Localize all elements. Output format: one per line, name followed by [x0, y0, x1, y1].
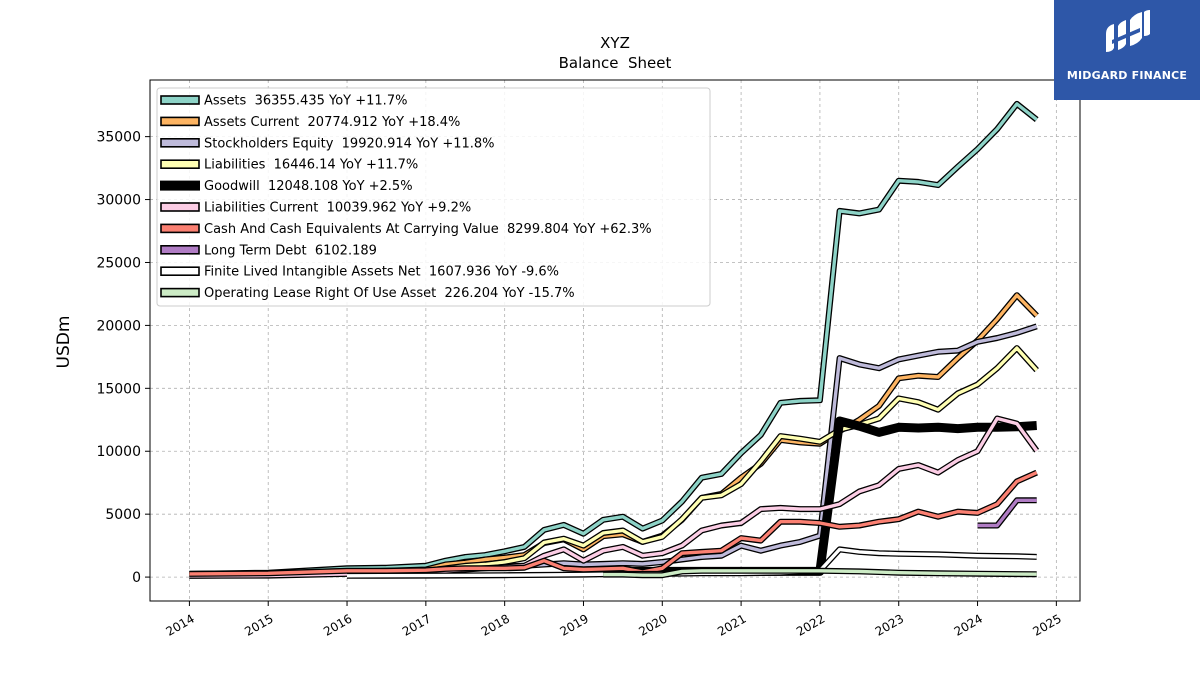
legend-entry-label: Long Term Debt 6102.189	[204, 243, 377, 258]
legend-entry-label: Assets Current 20774.912 YoY +18.4%	[204, 115, 460, 130]
legend-swatch	[160, 223, 200, 234]
y-tick-label: 15000	[96, 381, 141, 397]
x-tick-label: 2022	[794, 611, 827, 638]
x-tick-label: 2017	[400, 611, 433, 638]
chart-subtitle: Balance Sheet	[559, 54, 672, 72]
legend-swatch	[160, 159, 200, 169]
legend-swatch	[160, 287, 200, 298]
x-tick-label: 2021	[715, 611, 748, 638]
series-line	[189, 346, 1038, 578]
legend-swatch	[160, 202, 200, 212]
legend-swatch	[160, 245, 200, 255]
legend-entry-label: Operating Lease Right Of Use Asset 226.2…	[204, 286, 575, 301]
x-tick-label: 2015	[242, 611, 275, 638]
y-tick-label: 20000	[96, 318, 141, 334]
y-tick-label: 5000	[105, 507, 141, 523]
series-line-outline	[189, 469, 1038, 577]
legend-swatch	[160, 138, 200, 148]
logo-text: MIDGARD FINANCE	[1066, 69, 1188, 82]
legend-entry-label: Liabilities 16446.14 YoY +11.7%	[204, 158, 418, 173]
y-tick-label: 0	[132, 570, 141, 586]
legend-entry-label: Goodwill 12048.108 YoY +2.5%	[204, 179, 413, 194]
series-line	[189, 471, 1038, 576]
legend-box	[156, 87, 711, 307]
midgard-finance-logo: MIDGARD FINANCE	[1054, 0, 1200, 100]
x-tick-label: 2019	[558, 611, 591, 638]
y-tick-label: 25000	[96, 255, 141, 271]
x-tick-label: 2014	[163, 611, 196, 638]
x-tick-label: 2023	[873, 611, 906, 638]
legend-entry-label: Finite Lived Intangible Assets Net 1607.…	[204, 265, 559, 280]
legend-entry-label: Cash And Cash Equivalents At Carrying Va…	[204, 222, 652, 237]
series-group	[189, 100, 1040, 579]
x-tick-label: 2016	[321, 611, 354, 638]
series-line-outline	[189, 345, 1039, 579]
legend-swatch	[160, 116, 200, 127]
y-tick-label: 10000	[96, 444, 141, 460]
x-tick-label: 2020	[636, 611, 669, 638]
x-tick-label: 2018	[479, 611, 512, 638]
x-tick-label: 2025	[1030, 611, 1063, 638]
x-tick-label: 2024	[952, 611, 985, 638]
legend-swatch	[160, 266, 200, 277]
logo-mark-icon	[1106, 10, 1150, 52]
y-tick-label: 35000	[96, 130, 141, 146]
legend-swatch	[160, 95, 200, 105]
series-line	[603, 569, 1037, 577]
legend-entry-label: Liabilities Current 10039.962 YoY +9.2%	[204, 201, 471, 216]
series-line	[977, 498, 1037, 528]
legend-entry-label: Assets 36355.435 YoY +11.7%	[204, 94, 407, 109]
plot-frame	[149, 79, 1081, 602]
series-line	[189, 102, 1038, 576]
legend-swatch	[160, 180, 200, 191]
chart-title: XYZ	[600, 34, 630, 52]
legend-entry-label: Stockholders Equity 19920.914 YoY +11.8%	[204, 136, 495, 151]
y-tick-label: 30000	[96, 193, 141, 209]
y-axis-label: USDm	[54, 316, 74, 369]
